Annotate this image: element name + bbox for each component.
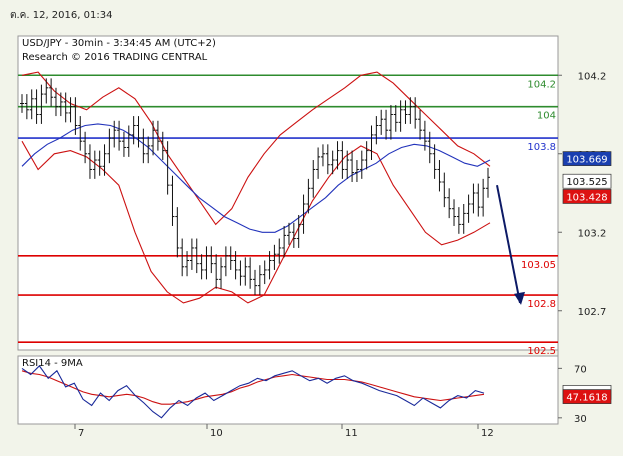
y-tick-label-3: 102.7 bbox=[578, 307, 607, 318]
x-tick-label-3: 12 bbox=[481, 428, 494, 439]
level-label-5: 102.5 bbox=[527, 346, 556, 357]
chart-title: USD/JPY - 30min - 3:34:45 AM (UTC+2) bbox=[22, 38, 216, 49]
level-label-3: 103.05 bbox=[521, 260, 556, 271]
rsi-line bbox=[21, 365, 485, 419]
rsi-badge-label-1: 47.1618 bbox=[566, 393, 607, 404]
y-tick-label-0: 104.2 bbox=[578, 71, 607, 82]
price-badge-1 bbox=[562, 173, 612, 189]
timestamp: ต.ค. 12, 2016, 01:34 bbox=[10, 10, 113, 21]
price-badge-label-0: 103.669 bbox=[566, 155, 607, 166]
moving-average bbox=[21, 123, 491, 233]
price-badge-label-2: 103.428 bbox=[566, 192, 607, 203]
forecast-arrow bbox=[496, 184, 521, 304]
level-label-1: 104 bbox=[537, 111, 556, 122]
price-badge-0 bbox=[562, 151, 612, 166]
price-badge-label-1: 103.525 bbox=[566, 177, 607, 188]
x-tick-label-0: 7 bbox=[78, 428, 84, 439]
bollinger-upper bbox=[21, 71, 491, 226]
level-label-2: 103.8 bbox=[527, 142, 556, 153]
rsi-panel bbox=[17, 355, 559, 425]
rsi-tick-label-0: 70 bbox=[574, 364, 587, 375]
chart-subtitle: Research © 2016 TRADING CENTRAL bbox=[22, 52, 208, 63]
x-tick-label-2: 11 bbox=[345, 428, 358, 439]
forecast-arrowhead bbox=[514, 291, 525, 305]
level-label-0: 104.2 bbox=[527, 79, 556, 90]
level-label-4: 102.8 bbox=[527, 299, 556, 310]
y-tick-label-2: 103.2 bbox=[578, 228, 607, 239]
price-badge-2 bbox=[562, 189, 612, 204]
rsi-label: RSI14 - 9MA bbox=[22, 358, 83, 369]
main-panel bbox=[17, 35, 559, 351]
rsi-tick-label-1: 30 bbox=[574, 414, 587, 425]
rsi-badge-1 bbox=[562, 389, 612, 404]
x-tick-label-1: 10 bbox=[210, 428, 223, 439]
